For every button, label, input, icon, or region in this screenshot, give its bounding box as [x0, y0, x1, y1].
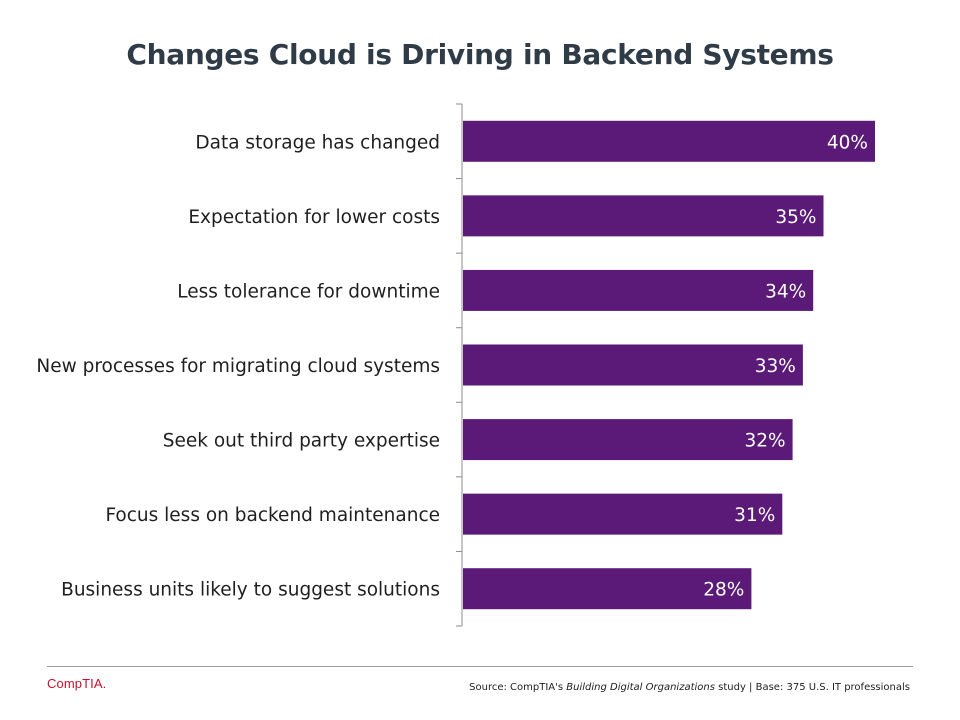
category-label: Seek out third party expertise [163, 431, 440, 452]
comptia-logo: CompTIA. [47, 676, 107, 691]
category-label: Expectation for lower costs [188, 207, 440, 228]
chart-title: Changes Cloud is Driving in Backend Syst… [126, 38, 834, 71]
bar-value-label: 31% [734, 505, 775, 526]
category-label: Less tolerance for downtime [177, 281, 440, 302]
bar [463, 419, 793, 461]
bar-value-label: 28% [703, 580, 744, 601]
category-labels: Data storage has changed Expectation for … [36, 132, 440, 600]
source-suffix: study | Base: 375 U.S. IT professionals [714, 682, 910, 693]
bar [463, 269, 814, 311]
bar [463, 568, 752, 610]
bar-value-label: 40% [827, 132, 868, 153]
category-label: Business units likely to suggest solutio… [61, 580, 440, 601]
footer-divider [47, 666, 913, 667]
bar [463, 344, 803, 386]
bar-value-label: 35% [775, 207, 816, 228]
bar [463, 195, 824, 237]
bar-value-label: 34% [765, 281, 806, 302]
source-study-name: Building Digital Organizations [566, 682, 715, 693]
axis-layer [456, 103, 463, 627]
category-label: Data storage has changed [195, 132, 440, 153]
bars-layer: 40% 35% 34% 33% 32% 31% 28% [463, 120, 875, 610]
source-prefix: Source: CompTIA's [469, 682, 567, 693]
bar-value-label: 32% [744, 431, 785, 452]
bar-value-label: 33% [755, 356, 796, 377]
category-label: Focus less on backend maintenance [105, 505, 440, 526]
category-label: New processes for migrating cloud system… [36, 356, 440, 377]
source-note: Source: CompTIA's Building Digital Organ… [469, 682, 910, 693]
bar [463, 120, 875, 162]
bar [463, 493, 783, 535]
